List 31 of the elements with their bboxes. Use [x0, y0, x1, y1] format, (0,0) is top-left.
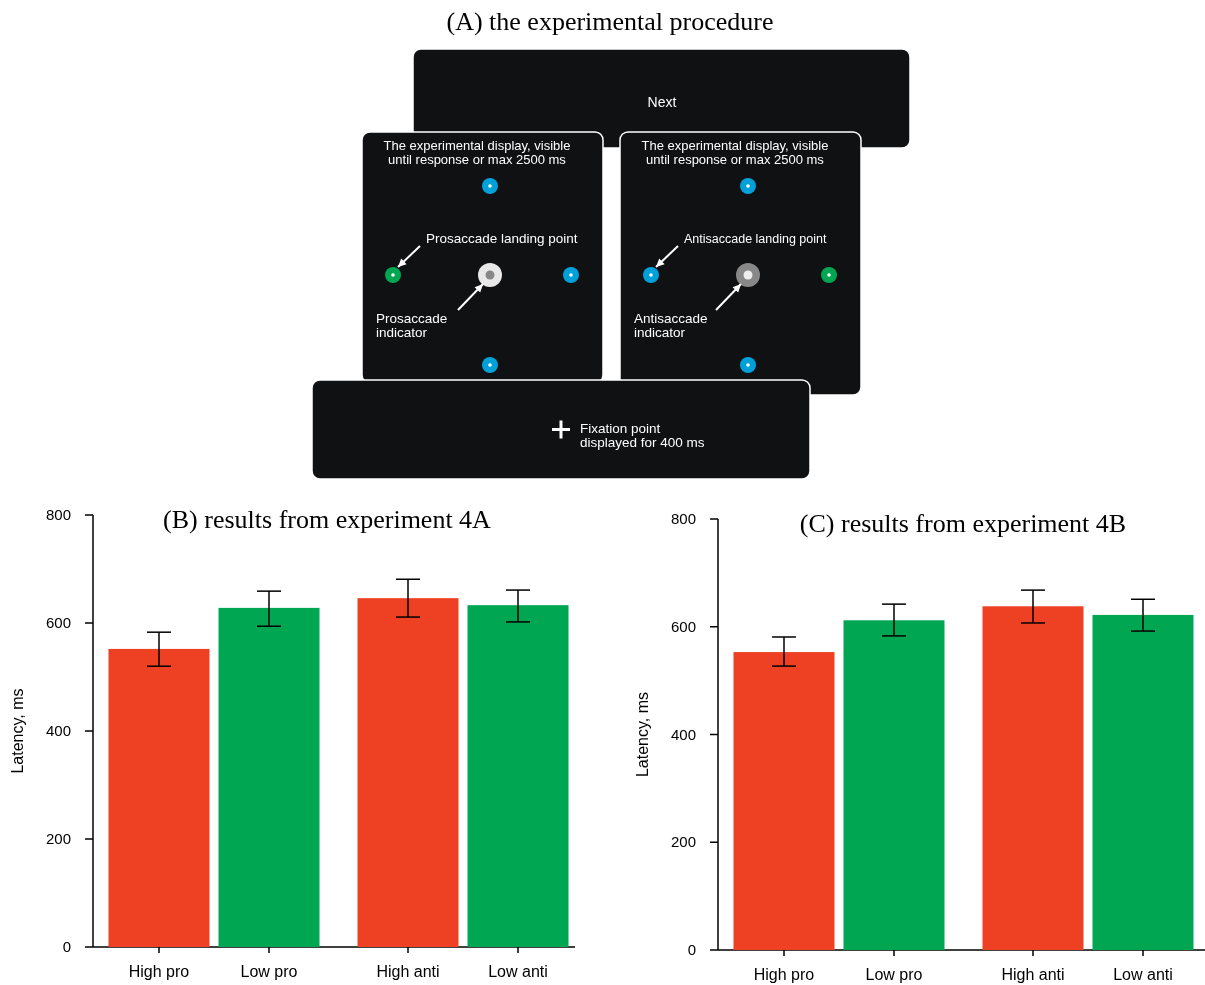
y-tick-label: 800	[670, 510, 696, 527]
y-tick-label: 600	[45, 614, 71, 631]
y-tick-label: 0	[687, 941, 696, 958]
x-tick-label: Low pro	[865, 966, 923, 983]
chart-title: (C) results from experiment 4B	[799, 509, 1127, 538]
y-tick-label: 200	[670, 833, 696, 851]
x-tick-label: High anti	[1001, 966, 1065, 983]
x-tick-label: High pro	[753, 966, 815, 983]
text: Prosaccade indicator	[376, 311, 448, 341]
y-tick-label: 400	[45, 722, 71, 739]
y-axis-title: Latency, ms	[634, 691, 651, 778]
y-tick-label: 200	[45, 830, 71, 847]
x-tick-label: High anti	[376, 963, 440, 980]
x-tick-label: Low anti	[488, 963, 548, 980]
x-tick-label: Low pro	[240, 963, 298, 980]
y-tick-label: 800	[45, 506, 71, 523]
x-tick-label: Low anti	[1113, 966, 1173, 983]
text: The experimental display, visible until response or max 2500 ms	[383, 138, 571, 167]
y-axis-title: Latency, ms	[9, 688, 26, 774]
text: Antisaccade indicator	[634, 311, 708, 341]
y-tick-label: 0	[62, 938, 71, 955]
text: (A) the experimental procedure	[446, 7, 774, 36]
text: Next	[647, 94, 677, 110]
x-tick-label: High pro	[128, 963, 190, 980]
y-tick-label: 600	[670, 617, 696, 635]
text: Prosaccade landing point	[426, 231, 578, 246]
text: The experimental display, visible until response or max 2500 ms	[641, 138, 829, 167]
text: Antisaccade landing point	[684, 232, 827, 246]
text: Fixation point displayed for 400 ms	[580, 421, 705, 451]
chart-title: (B) results from experiment 4A	[163, 505, 492, 534]
y-tick-label: 400	[670, 725, 696, 743]
